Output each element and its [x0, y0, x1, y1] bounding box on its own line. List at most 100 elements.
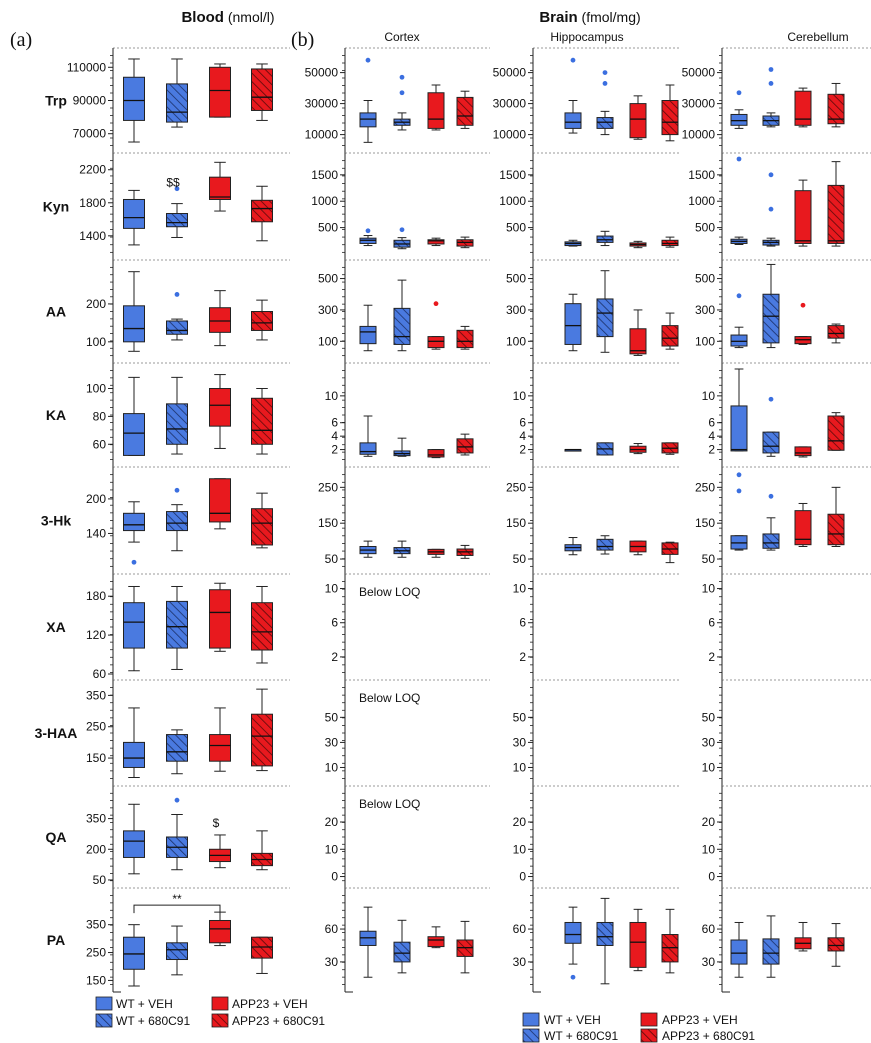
box-iqr [251, 936, 273, 959]
tick-label: 250 [86, 946, 106, 960]
tick-label: 6 [708, 416, 715, 430]
tick-label: 350 [86, 812, 106, 826]
tick-label: 350 [86, 918, 106, 932]
panel-hippocampus-kyn: 500 1000 1500 [499, 152, 680, 260]
box-hippocampus-pa-1 [564, 906, 582, 980]
outlier-point [736, 156, 742, 162]
box-hippocampus-ka-4 [661, 442, 679, 455]
legend-brain: WT + VEH WT + 680C91 APP23 + VEH APP23 +… [522, 1012, 755, 1043]
legend-label-app23-680c91-brain: APP23 + 680C91 [662, 1029, 755, 1043]
outlier-point [736, 488, 742, 494]
box-iqr [427, 92, 445, 129]
panel-cerebellum-qa: 0 10 20 [702, 785, 871, 888]
tick-label: 30 [325, 735, 339, 749]
legend-swatch-app23-680c91 [211, 1013, 229, 1028]
box-iqr [827, 513, 845, 546]
outlier-point [365, 228, 371, 234]
outlier-point [768, 396, 774, 402]
box-iqr [564, 303, 582, 345]
box-iqr [427, 449, 445, 458]
box-cortex-aa-1 [359, 304, 377, 352]
panel-cortex-ka: 246 10 [325, 362, 490, 467]
box-hippocampus-aa-4 [661, 312, 679, 350]
box-cerebellum-3-hk-3 [794, 502, 812, 547]
tick-label: 120 [86, 628, 106, 642]
tick-label: 250 [318, 480, 338, 494]
tick-label: 4 [519, 429, 526, 443]
box-blood-trp-3 [209, 63, 231, 118]
box-cortex-3-hk-4 [456, 544, 474, 559]
box-iqr [251, 397, 273, 445]
region-hippocampus: Hippocampus [550, 30, 623, 44]
box-cortex-kyn-2 [393, 227, 411, 250]
box-iqr [166, 83, 188, 123]
panel-cerebellum-kyn: 500 1000 1500 [688, 152, 871, 260]
tick-label: 1400 [79, 229, 106, 243]
box-iqr [827, 937, 845, 952]
box-blood-ka-2 [166, 376, 188, 455]
box-hippocampus-ka-2 [596, 442, 614, 456]
tick-label: 30000 [305, 97, 339, 111]
box-iqr [762, 533, 780, 549]
tick-label: 2 [708, 650, 715, 664]
tick-label: 20 [325, 815, 339, 829]
box-cortex-aa-3 [427, 301, 445, 350]
box-blood-xa-1 [123, 585, 145, 672]
tick-label: 6 [331, 616, 338, 630]
outlier-point [365, 57, 371, 63]
box-hippocampus-pa-3 [629, 908, 647, 972]
tick-label: 500 [506, 272, 526, 286]
box-iqr [123, 512, 145, 532]
panel-hippocampus-ka: 246 10 [513, 362, 680, 467]
box-blood-aa-2 [166, 292, 188, 341]
tick-label: 10 [513, 760, 527, 774]
tick-label: 2 [331, 650, 338, 664]
tick-label: 1500 [499, 168, 526, 182]
tick-label: 10000 [493, 128, 527, 142]
box-iqr [827, 325, 845, 339]
box-iqr [596, 538, 614, 551]
box-cortex-trp-4 [456, 90, 474, 129]
outlier-point [768, 67, 774, 72]
tick-label: 60 [93, 437, 107, 451]
panel-blood-xa: 60 120 180 [86, 573, 290, 681]
box-blood-qa-1 [123, 803, 145, 875]
analyte-label-qa: QA [46, 829, 67, 845]
box-iqr [166, 600, 188, 649]
panel-blood-pa: 150 250 350 [86, 887, 290, 992]
box-blood-3-haa-4 [251, 688, 273, 772]
box-cortex-pa-1 [359, 906, 377, 978]
outlier-point [768, 81, 774, 86]
tick-label: 50 [702, 710, 716, 724]
box-iqr [123, 413, 145, 456]
tick-label: 150 [695, 516, 715, 530]
box-iqr [794, 190, 812, 244]
legend-label-app23-680c91: APP23 + 680C91 [232, 1014, 325, 1028]
outlier-point [399, 74, 405, 80]
tick-label: 30000 [682, 97, 716, 111]
box-iqr [166, 942, 188, 961]
tick-label: 30 [513, 955, 527, 969]
box-iqr [166, 213, 188, 228]
box-blood-pa-2 [166, 925, 188, 976]
box-blood-qa-4 [251, 830, 273, 871]
box-hippocampus-pa-2 [596, 897, 614, 985]
legend-swatch-app23-680c91-brain [640, 1028, 658, 1043]
tick-label: 20 [513, 815, 527, 829]
box-iqr [166, 511, 188, 532]
tick-label: 60 [325, 922, 339, 936]
outlier-point [399, 227, 405, 233]
box-iqr [251, 508, 273, 546]
box-hippocampus-3-hk-1 [564, 537, 582, 556]
tick-label: 50 [93, 873, 107, 887]
tick-label: 6 [708, 616, 715, 630]
outlier-point [174, 292, 180, 297]
panel-cerebellum-3-hk: 50 150 250 [695, 466, 871, 574]
tick-label: 150 [506, 516, 526, 530]
box-cerebellum-aa-3 [794, 302, 812, 345]
box-iqr [393, 941, 411, 963]
panel-hippocampus-qa: 0 10 20 [513, 785, 680, 888]
blood-title: Blood (nmol/l) [181, 9, 274, 26]
panel-blood-kyn: 1400 1800 2200 [79, 152, 290, 260]
box-blood-3-haa-1 [123, 707, 145, 778]
